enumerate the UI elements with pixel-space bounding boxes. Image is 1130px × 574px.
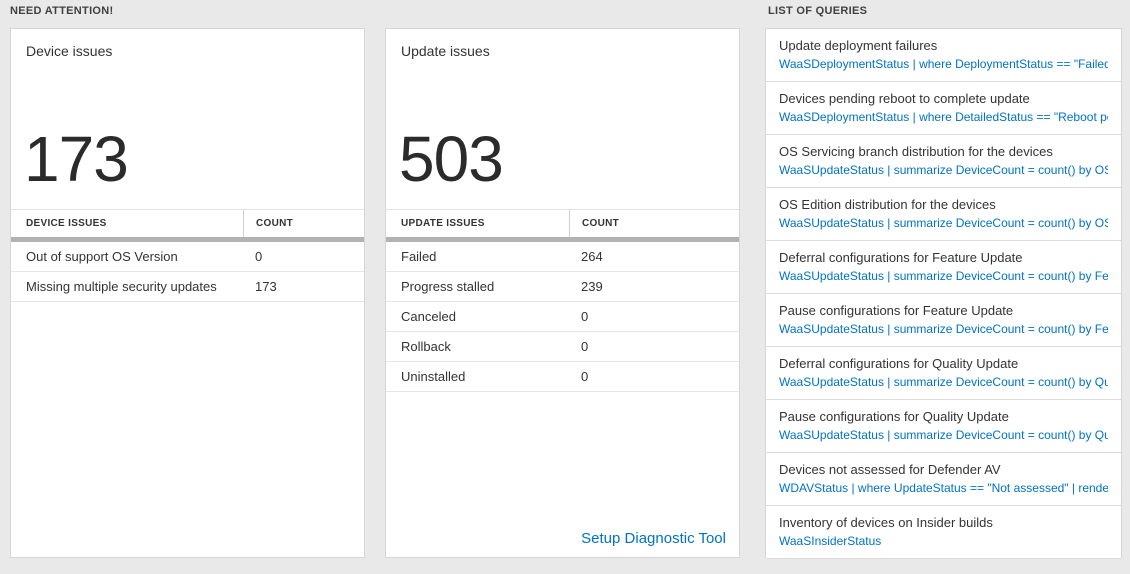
update-issues-total: 503: [399, 123, 504, 195]
query-text: WaaSUpdateStatus | summarize DeviceCount…: [779, 269, 1108, 283]
query-item-deferral-feature-update[interactable]: Deferral configurations for Feature Upda…: [766, 241, 1121, 294]
update-issues-tile[interactable]: Update issues 503 UPDATE ISSUES COUNT Fa…: [385, 28, 740, 558]
query-item-pause-quality-update[interactable]: Pause configurations for Quality Update …: [766, 400, 1121, 453]
query-text: WaaSInsiderStatus: [779, 534, 882, 548]
query-text: WaaSUpdateStatus | summarize DeviceCount…: [779, 375, 1108, 389]
table-header-row: UPDATE ISSUES COUNT: [386, 210, 739, 237]
query-list: Update deployment failures WaaSDeploymen…: [766, 29, 1121, 559]
row-label: Failed: [401, 249, 437, 264]
table-header-divider-bar: [11, 237, 364, 242]
query-item-devices-not-assessed-defender-av[interactable]: Devices not assessed for Defender AV WDA…: [766, 453, 1121, 506]
row-count: 0: [581, 369, 589, 384]
query-text: WaaSDeploymentStatus | where DetailedSta…: [779, 110, 1108, 124]
column-header-device-issues: DEVICE ISSUES: [26, 218, 107, 229]
query-text: WaaSUpdateStatus | summarize DeviceCount…: [779, 428, 1108, 442]
query-title: Deferral configurations for Quality Upda…: [779, 356, 1019, 371]
query-item-deferral-quality-update[interactable]: Deferral configurations for Quality Upda…: [766, 347, 1121, 400]
column-header-count: COUNT: [243, 210, 364, 237]
query-text: WaaSDeploymentStatus | where DeploymentS…: [779, 57, 1108, 71]
query-text: WDAVStatus | where UpdateStatus == "Not …: [779, 481, 1108, 495]
query-title: Pause configurations for Feature Update: [779, 303, 1014, 318]
query-title: OS Servicing branch distribution for the…: [779, 144, 1053, 159]
table-row[interactable]: Out of support OS Version 0: [11, 242, 364, 272]
table-header-row: DEVICE ISSUES COUNT: [11, 210, 364, 237]
device-issues-table: DEVICE ISSUES COUNT Out of support OS Ve…: [11, 209, 364, 302]
row-count: 0: [581, 309, 589, 324]
device-issues-total: 173: [24, 123, 129, 195]
query-item-update-deployment-failures[interactable]: Update deployment failures WaaSDeploymen…: [766, 29, 1121, 82]
table-row[interactable]: Canceled 0: [386, 302, 739, 332]
list-of-queries-section-label: LIST OF QUERIES: [768, 5, 868, 17]
row-count: 0: [581, 339, 589, 354]
row-label: Progress stalled: [401, 279, 495, 294]
row-label: Missing multiple security updates: [26, 279, 217, 294]
query-item-insider-builds-inventory[interactable]: Inventory of devices on Insider builds W…: [766, 506, 1121, 559]
table-header-divider-bar: [386, 237, 739, 242]
query-item-devices-pending-reboot[interactable]: Devices pending reboot to complete updat…: [766, 82, 1121, 135]
update-issues-table: UPDATE ISSUES COUNT Failed 264 Progress …: [386, 209, 739, 392]
query-title: OS Edition distribution for the devices: [779, 197, 996, 212]
setup-diagnostic-tool-link[interactable]: Setup Diagnostic Tool: [581, 530, 726, 547]
query-item-pause-feature-update[interactable]: Pause configurations for Feature Update …: [766, 294, 1121, 347]
query-text: WaaSUpdateStatus | summarize DeviceCount…: [779, 322, 1108, 336]
query-title: Pause configurations for Quality Update: [779, 409, 1009, 424]
row-count: 264: [581, 249, 603, 264]
query-title: Devices pending reboot to complete updat…: [779, 91, 1030, 106]
query-item-os-edition-distribution[interactable]: OS Edition distribution for the devices …: [766, 188, 1121, 241]
table-row[interactable]: Uninstalled 0: [386, 362, 739, 392]
query-title: Inventory of devices on Insider builds: [779, 515, 993, 530]
query-item-os-servicing-branch[interactable]: OS Servicing branch distribution for the…: [766, 135, 1121, 188]
row-label: Rollback: [401, 339, 451, 354]
list-of-queries-tile: Update deployment failures WaaSDeploymen…: [765, 28, 1122, 559]
row-count: 173: [255, 279, 277, 294]
tile-title: Device issues: [26, 43, 113, 59]
column-header-update-issues: UPDATE ISSUES: [401, 218, 485, 229]
table-row[interactable]: Failed 264: [386, 242, 739, 272]
row-label: Canceled: [401, 309, 456, 324]
query-title: Deferral configurations for Feature Upda…: [779, 250, 1023, 265]
row-label: Out of support OS Version: [26, 249, 178, 264]
query-text: WaaSUpdateStatus | summarize DeviceCount…: [779, 216, 1108, 230]
tile-title: Update issues: [401, 43, 490, 59]
table-row[interactable]: Missing multiple security updates 173: [11, 272, 364, 302]
query-title: Update deployment failures: [779, 38, 938, 53]
row-count: 239: [581, 279, 603, 294]
table-row[interactable]: Rollback 0: [386, 332, 739, 362]
query-title: Devices not assessed for Defender AV: [779, 462, 1001, 477]
device-issues-tile[interactable]: Device issues 173 DEVICE ISSUES COUNT Ou…: [10, 28, 365, 558]
row-count: 0: [255, 249, 263, 264]
row-label: Uninstalled: [401, 369, 466, 384]
query-text: WaaSUpdateStatus | summarize DeviceCount…: [779, 163, 1108, 177]
column-header-count: COUNT: [569, 210, 739, 237]
table-row[interactable]: Progress stalled 239: [386, 272, 739, 302]
need-attention-section-label: NEED ATTENTION!: [10, 5, 114, 17]
